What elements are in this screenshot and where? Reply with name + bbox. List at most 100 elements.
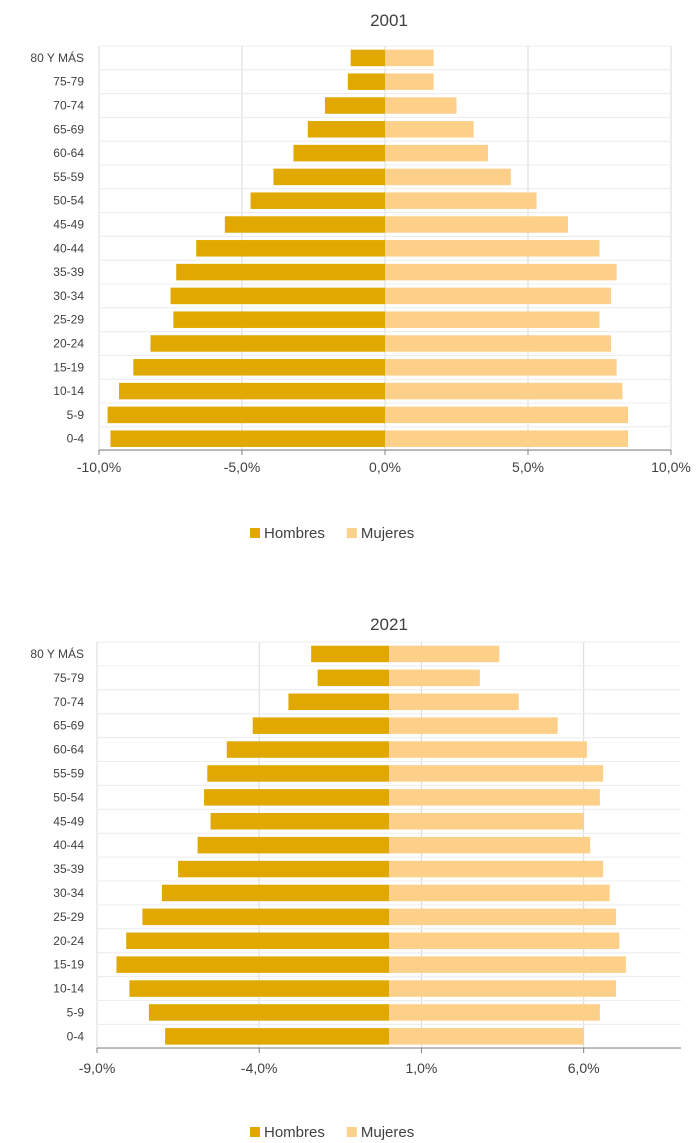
bar-hombres-6 [204,789,389,806]
x-tick-label: 6,0% [568,1060,600,1076]
bar-hombres-15 [107,406,385,424]
bar-mujeres-2 [385,97,457,114]
bar-hombres-8 [196,240,385,257]
y-tick-label: 75-79 [53,671,84,685]
bar-mujeres-13 [385,359,617,376]
bar-hombres-4 [226,741,389,758]
bar-mujeres-12 [389,932,620,949]
x-tick-label: -5,0% [224,459,261,475]
y-tick-label: 0-4 [67,1029,85,1043]
bar-hombres-13 [133,359,385,376]
y-tick-label: 35-39 [53,862,84,876]
bar-mujeres-7 [389,813,584,830]
y-tick-label: 45-49 [53,814,84,828]
y-tick-label: 5-9 [67,1005,85,1019]
y-tick-label: 65-69 [53,122,84,136]
y-tick-label: 75-79 [53,75,84,89]
bar-mujeres-7 [385,216,569,233]
chart-title: 2021 [370,615,408,634]
bar-mujeres-14 [385,382,623,400]
bar-mujeres-10 [389,884,610,902]
legend-swatch-mujeres [346,1127,357,1137]
y-tick-label: 70-74 [53,99,84,113]
chart-title: 2001 [370,11,408,30]
y-tick-label: 25-29 [53,313,84,327]
bar-hombres-9 [178,860,389,878]
bar-hombres-6 [250,192,385,209]
bar-mujeres-0 [389,645,500,663]
y-tick-label: 30-34 [53,886,84,900]
y-tick-label: 60-64 [53,743,84,757]
bar-mujeres-9 [385,263,617,281]
bar-hombres-3 [307,121,385,138]
bar-hombres-14 [129,980,389,997]
x-tick-label: -9,0% [79,1060,116,1076]
bar-hombres-2 [324,97,385,114]
bar-mujeres-8 [385,240,600,257]
bar-hombres-16 [165,1028,389,1045]
bar-mujeres-15 [389,1004,600,1021]
bar-hombres-14 [119,382,386,400]
bar-hombres-5 [273,168,385,186]
bar-mujeres-1 [389,669,480,687]
bar-mujeres-8 [389,836,591,854]
bar-hombres-0 [350,49,385,67]
bar-mujeres-1 [385,73,434,90]
legend-label-hombres: Hombres [264,1124,325,1141]
y-tick-label: 80 Y MÁS [30,50,84,65]
bar-mujeres-16 [385,430,629,447]
bar-mujeres-12 [385,335,611,352]
bar-hombres-0 [311,645,389,663]
bar-hombres-1 [317,669,389,687]
bar-hombres-16 [110,430,385,447]
x-tick-label: 0,0% [369,459,401,475]
bar-mujeres-9 [389,860,604,878]
bar-hombres-5 [207,765,389,782]
bar-mujeres-13 [389,956,626,973]
bar-mujeres-11 [389,908,617,926]
bar-mujeres-16 [389,1028,584,1045]
bar-hombres-11 [173,311,385,328]
x-tick-label: 5,0% [512,459,544,475]
bar-hombres-8 [197,836,389,854]
bar-hombres-1 [347,73,385,90]
bar-hombres-12 [150,335,385,352]
y-tick-label: 80 Y MÁS [30,646,84,661]
y-tick-label: 40-44 [53,241,84,255]
pyramid-chart-2001: 2001 80 Y MÁS 75-79 70-74 65-69 60-64 55-59 50-… [30,11,691,542]
y-tick-label: 65-69 [53,719,84,733]
x-tick-label: -4,0% [241,1060,278,1076]
bar-hombres-7 [210,813,389,830]
y-tick-label: 15-19 [53,360,84,374]
bar-hombres-15 [148,1004,389,1021]
y-tick-label: 50-54 [53,790,84,804]
y-tick-label: 0-4 [67,432,85,446]
y-tick-label: 25-29 [53,910,84,924]
x-tick-label: 10,0% [651,459,691,475]
bar-hombres-3 [252,717,389,734]
x-tick-label: -10,0% [77,459,121,475]
bar-mujeres-3 [385,121,474,138]
y-tick-label: 10-14 [53,384,84,398]
y-tick-label: 40-44 [53,838,84,852]
bar-mujeres-2 [389,693,519,710]
bar-mujeres-4 [385,144,488,162]
legend-swatch-mujeres [346,528,357,538]
bar-mujeres-15 [385,406,629,424]
pyramid-chart-2021: 2021 80 Y MÁS 75-79 70-74 65-69 60-64 55-59 50-… [30,615,681,1141]
bar-hombres-7 [224,216,385,233]
y-tick-label: 30-34 [53,289,84,303]
y-tick-label: 60-64 [53,146,84,160]
bar-hombres-4 [293,144,385,162]
legend-label-hombres: Hombres [264,525,325,542]
bar-mujeres-3 [389,717,558,734]
y-tick-label: 55-59 [53,170,84,184]
y-tick-label: 20-24 [53,337,84,351]
bar-mujeres-5 [385,168,511,186]
bar-hombres-2 [288,693,389,710]
bar-mujeres-14 [389,980,617,997]
y-tick-label: 10-14 [53,982,84,996]
bar-hombres-9 [176,263,385,281]
bar-mujeres-6 [385,192,537,209]
bar-hombres-12 [126,932,389,949]
